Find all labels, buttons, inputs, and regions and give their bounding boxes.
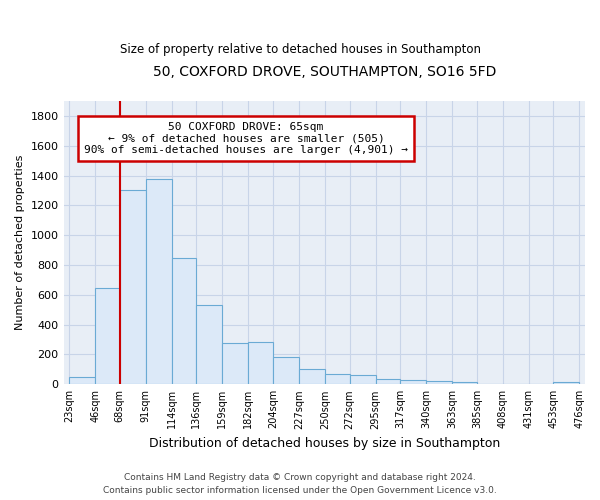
Bar: [273, 356, 299, 384]
Bar: [400, 380, 426, 384]
X-axis label: Distribution of detached houses by size in Southampton: Distribution of detached houses by size …: [149, 437, 500, 450]
Bar: [146, 180, 172, 384]
Bar: [553, 382, 580, 384]
Bar: [299, 368, 325, 384]
Bar: [248, 342, 273, 384]
Bar: [196, 306, 223, 384]
Bar: [452, 382, 477, 384]
Bar: [426, 382, 452, 384]
Bar: [69, 377, 95, 384]
Bar: [120, 190, 146, 384]
Text: Size of property relative to detached houses in Southampton: Size of property relative to detached ho…: [119, 42, 481, 56]
Bar: [376, 379, 400, 384]
Title: 50, COXFORD DROVE, SOUTHAMPTON, SO16 5FD: 50, COXFORD DROVE, SOUTHAMPTON, SO16 5FD: [152, 65, 496, 79]
Bar: [95, 288, 120, 384]
Y-axis label: Number of detached properties: Number of detached properties: [15, 155, 25, 330]
Bar: [350, 374, 376, 384]
Bar: [223, 342, 248, 384]
Bar: [172, 258, 196, 384]
Bar: [325, 374, 350, 384]
Text: Contains HM Land Registry data © Crown copyright and database right 2024.
Contai: Contains HM Land Registry data © Crown c…: [103, 474, 497, 495]
Text: 50 COXFORD DROVE: 65sqm
← 9% of detached houses are smaller (505)
90% of semi-de: 50 COXFORD DROVE: 65sqm ← 9% of detached…: [84, 122, 408, 155]
